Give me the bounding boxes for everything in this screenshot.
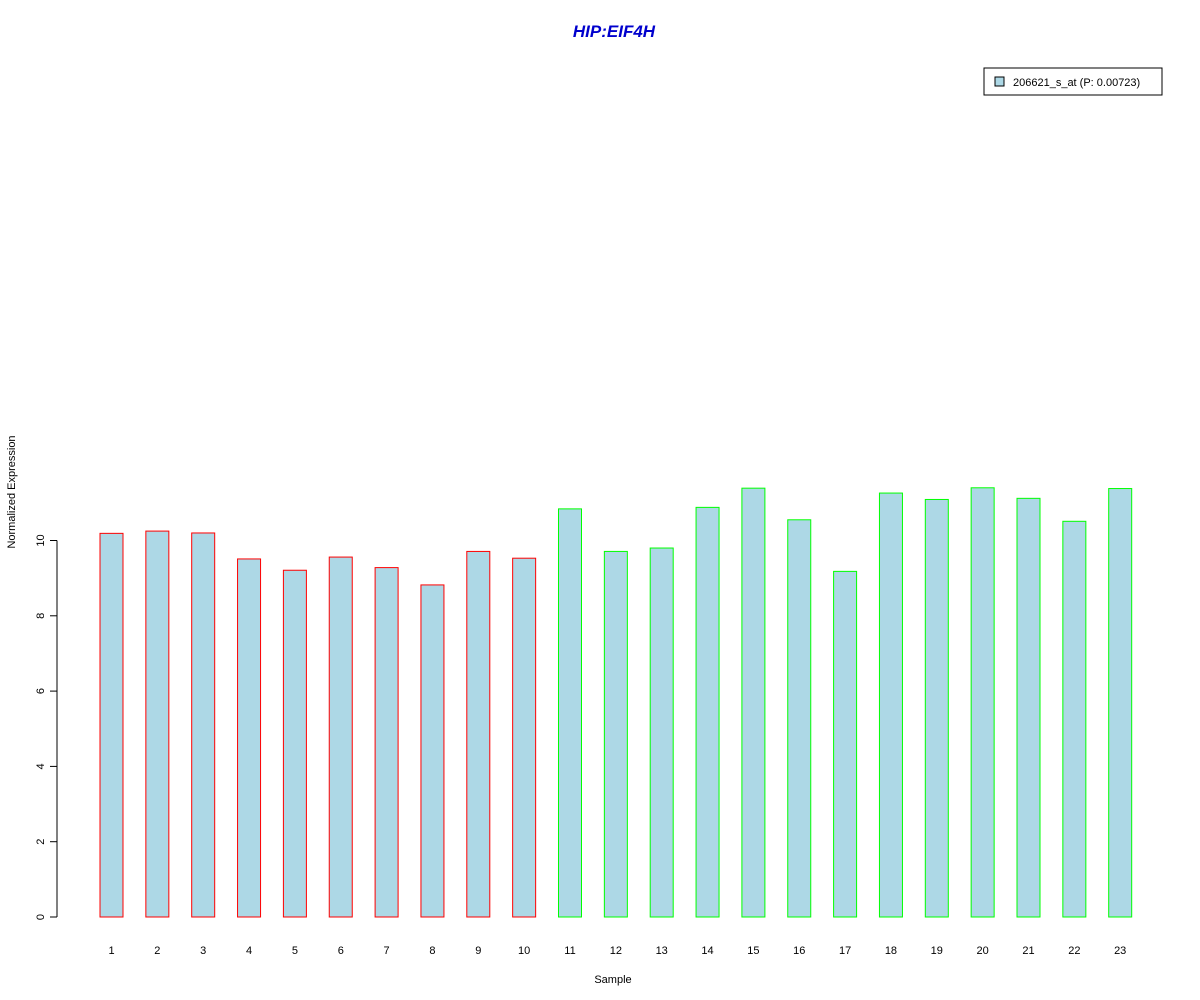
x-tick-label: 5 <box>292 945 298 957</box>
x-tick-label: 8 <box>429 945 435 957</box>
bar <box>924 498 949 918</box>
x-tick-label: 2 <box>154 945 160 957</box>
x-tick-label: 10 <box>518 945 530 957</box>
bar <box>1108 488 1133 918</box>
x-tick-label: 9 <box>475 945 481 957</box>
bar <box>833 570 858 918</box>
x-tick-label: 11 <box>564 945 575 957</box>
y-tick-label: 4 <box>35 763 47 769</box>
x-tick-label: 19 <box>931 945 943 957</box>
bar <box>466 550 491 918</box>
bar <box>420 584 445 918</box>
x-tick-label: 6 <box>338 945 344 957</box>
x-tick-label: 3 <box>200 945 206 957</box>
x-tick-label: 18 <box>885 945 897 957</box>
x-tick-label: 12 <box>610 945 622 957</box>
y-tick-label: 10 <box>35 534 47 546</box>
bar <box>282 569 307 918</box>
bar <box>237 558 262 918</box>
x-tick-label: 4 <box>246 945 252 957</box>
bar <box>649 547 674 918</box>
x-tick-label: 13 <box>656 945 668 957</box>
x-tick-label: 23 <box>1114 945 1126 957</box>
x-tick-label: 16 <box>793 945 805 957</box>
x-tick-label: 14 <box>701 945 713 957</box>
y-tick-label: 8 <box>35 613 47 619</box>
x-axis-label: Sample <box>594 974 631 986</box>
bar <box>878 492 903 918</box>
x-tick-labels: 1 2 3 4 5 6 7 8 9 10 11 12 13 14 15 16 17 18 19 20 21 22 23 <box>108 945 1126 957</box>
bar <box>741 487 766 918</box>
y-axis: 0 2 4 6 8 10 <box>35 534 58 920</box>
x-tick-label: 21 <box>1022 945 1034 957</box>
bar <box>787 519 812 918</box>
legend-label: 206621_s_at (P: 0.00723) <box>1013 77 1140 89</box>
bar <box>191 532 216 918</box>
legend-swatch <box>994 76 1005 87</box>
y-tick-label: 2 <box>35 839 47 845</box>
bar <box>512 557 537 918</box>
bar <box>145 530 170 918</box>
y-tick-label: 6 <box>35 688 47 694</box>
x-tick-label: 15 <box>747 945 759 957</box>
x-tick-label: 17 <box>839 945 851 957</box>
bar <box>328 556 353 918</box>
bar <box>374 567 399 918</box>
y-axis-label: Normalized Expression <box>6 435 18 548</box>
x-tick-label: 1 <box>108 945 114 957</box>
x-tick-label: 20 <box>977 945 989 957</box>
bar <box>558 508 582 918</box>
bar <box>970 487 995 918</box>
y-tick-label: 0 <box>35 914 47 920</box>
legend: 206621_s_at (P: 0.00723) <box>983 67 1163 96</box>
legend-box <box>983 67 1163 96</box>
chart-title: HIP:EIF4H <box>573 22 656 41</box>
x-tick-label: 22 <box>1068 945 1080 957</box>
bars <box>99 487 1133 918</box>
bar <box>695 506 720 918</box>
bar <box>603 550 628 918</box>
x-tick-label: 7 <box>384 945 390 957</box>
bar <box>1016 497 1041 918</box>
bar <box>99 532 124 918</box>
bar <box>1062 520 1087 918</box>
